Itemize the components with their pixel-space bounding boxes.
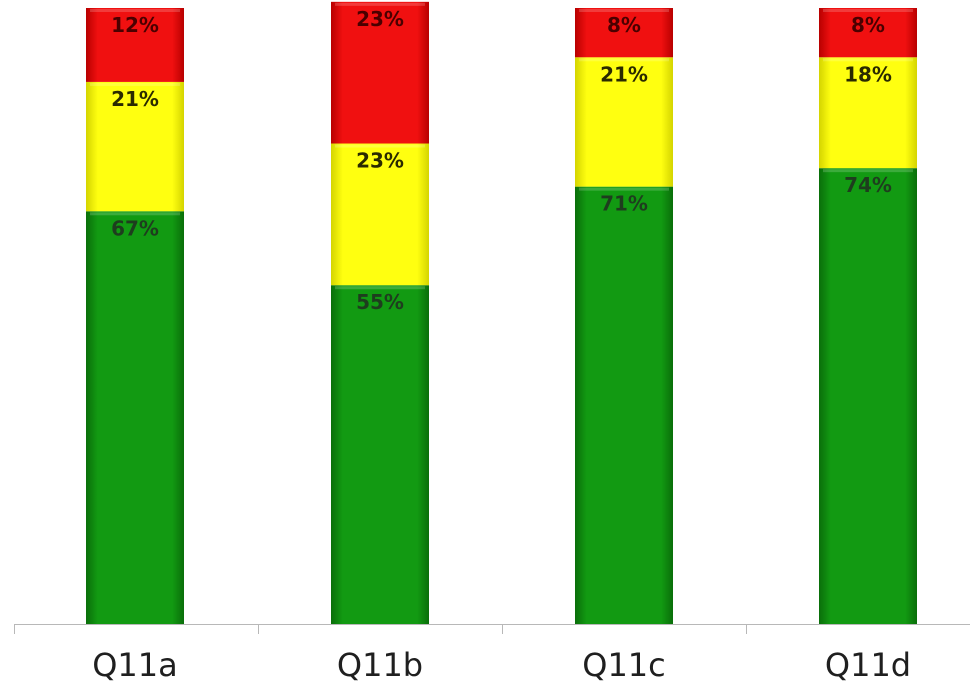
data-label-red-q11b: 23% (356, 7, 404, 31)
bars-layer (86, 1, 917, 624)
data-labels-layer: 67% 21% 12% 55% 23% 23% 71% 21% 8% 74% 18% 8% (111, 7, 892, 314)
bar-segment-green-q11c (575, 186, 673, 624)
bar-segment-yellow-q11b (331, 143, 429, 286)
data-label-green-q11c: 71% (600, 192, 648, 216)
bar-segment-yellow-q11a (86, 81, 184, 212)
data-label-red-q11c: 8% (607, 13, 641, 37)
x-tick-label-q11b: Q11b (337, 646, 423, 684)
data-label-green-q11b: 55% (356, 290, 404, 314)
data-label-red-q11a: 12% (111, 13, 159, 37)
data-label-yellow-q11c: 21% (600, 62, 648, 86)
bar-segment-red-q11b (331, 1, 429, 144)
bar-segment-highlight (90, 9, 180, 12)
bar-segment-highlight (335, 144, 425, 148)
data-label-yellow-q11a: 21% (111, 87, 159, 111)
data-label-yellow-q11b: 23% (356, 149, 404, 173)
x-tick-label-q11d: Q11d (825, 646, 911, 684)
bar-segment-highlight (335, 286, 425, 290)
x-axis: Q11a Q11b Q11c Q11d (14, 624, 970, 684)
bar-segment-highlight (823, 58, 913, 62)
bar-segment-red-q11a (86, 8, 184, 82)
bar-segment-green-q11b (331, 285, 429, 624)
bar-segment-highlight (90, 82, 180, 86)
bar-segment-green-q11a (86, 211, 184, 624)
data-label-red-q11d: 8% (851, 13, 885, 37)
bar-segment-yellow-q11c (575, 57, 673, 187)
x-tick-label-q11c: Q11c (582, 646, 666, 684)
bar-segment-red-q11d (819, 8, 917, 58)
bar-segment-highlight (823, 169, 913, 173)
bar-segment-highlight (335, 2, 425, 6)
bar-segment-highlight (579, 58, 669, 62)
bar-segment-highlight (90, 212, 180, 216)
bar-segment-highlight (823, 9, 913, 12)
x-tick-label-q11a: Q11a (92, 646, 178, 684)
data-label-yellow-q11d: 18% (844, 62, 892, 86)
bar-segment-green-q11d (819, 168, 917, 624)
data-label-green-q11d: 74% (844, 173, 892, 197)
data-label-green-q11a: 67% (111, 216, 159, 240)
bar-segment-highlight (579, 187, 669, 191)
bar-segment-highlight (579, 9, 669, 12)
bar-segment-red-q11c (575, 8, 673, 58)
bar-segment-yellow-q11d (819, 57, 917, 169)
